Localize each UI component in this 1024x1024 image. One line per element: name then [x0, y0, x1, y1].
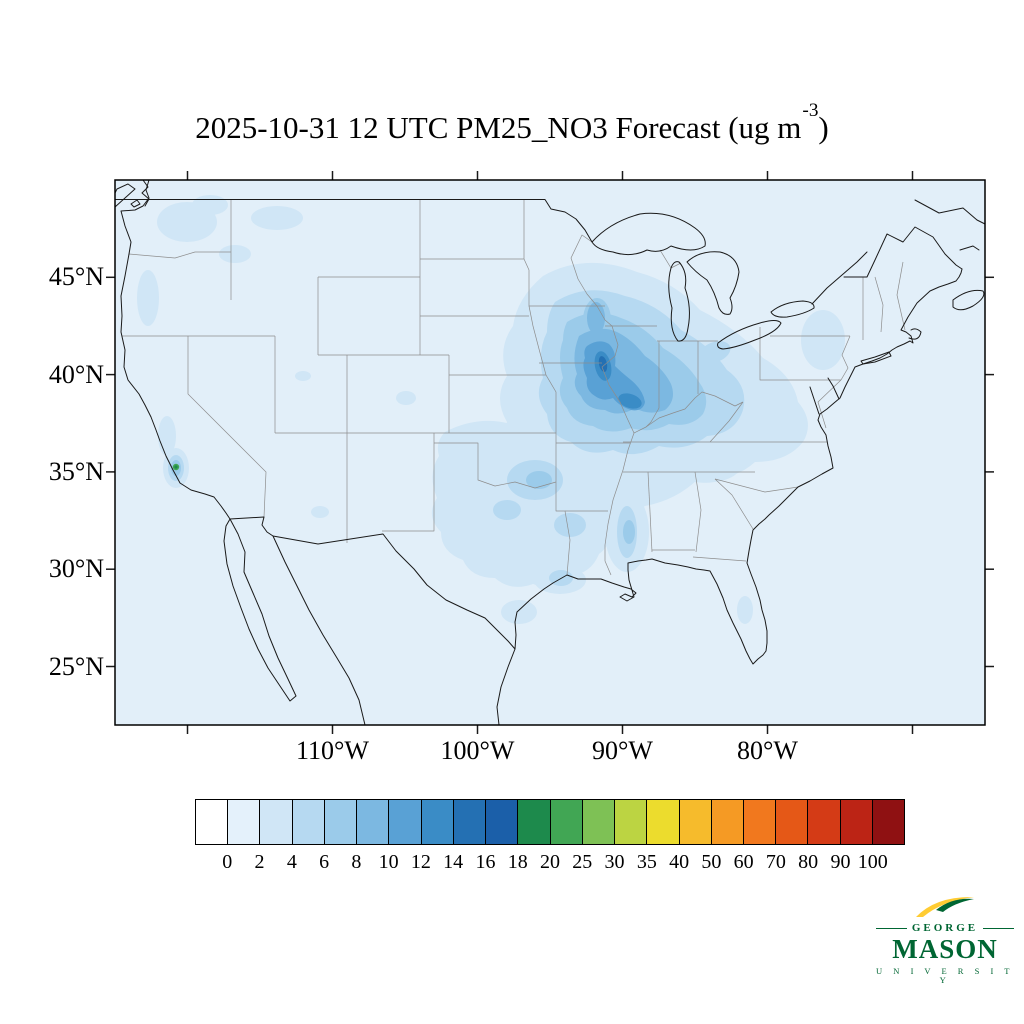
colorbar-tick-label: 10: [378, 851, 399, 873]
colorbar-cell: [518, 800, 551, 844]
colorbar-tick-label: 2: [254, 851, 265, 873]
colorbar-cell: [292, 800, 325, 844]
colorbar-tick-label: 4: [286, 851, 297, 873]
colorbar-cell: [776, 800, 809, 844]
plot-title: 2025-10-31 12 UTC PM25_NO3 Forecast (ug …: [0, 100, 1024, 146]
lon-axis-label: 110°W: [296, 736, 369, 765]
colorbar-cell: [615, 800, 648, 844]
gmu-logo-george-row: GEORGE: [876, 922, 1015, 934]
colorbar-tick-label: 14: [443, 851, 464, 873]
colorbar-cell: [196, 800, 229, 844]
colorbar-tick-label: 12: [410, 851, 431, 873]
colorbar-cell: [872, 800, 905, 844]
coastlines: [114, 179, 986, 726]
colorbar-tick-label: 16: [475, 851, 496, 873]
colorbar-cell: [840, 800, 873, 844]
map-frame: [114, 179, 986, 726]
colorbar-tick-label: 6: [319, 851, 330, 873]
colorbar-tick-label: 90: [830, 851, 851, 873]
plot-title-exponent: -3: [802, 100, 819, 122]
plot-title-close: ): [818, 110, 829, 145]
colorbar-cell: [679, 800, 712, 844]
california-hotspot: [172, 463, 180, 471]
lat-axis-label: 40°N: [48, 359, 104, 389]
lon-axis-label: 100°W: [440, 736, 515, 765]
colorbar: [195, 799, 905, 845]
colorbar-tick-label: 18: [507, 851, 528, 873]
colorbar-cell: [711, 800, 744, 844]
colorbar-cell: [453, 800, 487, 844]
colorbar-tick-label: 8: [351, 851, 362, 873]
lat-axis-label: 30°N: [48, 554, 104, 584]
colorbar-tick-label: 20: [540, 851, 560, 873]
forecast-map: [106, 171, 994, 734]
gmu-logo-university: U N I V E R S I T Y: [876, 966, 1014, 985]
colorbar-tick-label: 40: [669, 851, 690, 873]
state-borders: [122, 200, 906, 576]
colorbar-tick-label: 100: [857, 851, 888, 873]
logo-rule-left: [876, 928, 907, 929]
colorbar-cell: [324, 800, 358, 844]
colorbar-cell: [743, 800, 777, 844]
lon-axis-label: 90°W: [592, 736, 653, 765]
gmu-logo-mason: MASON: [892, 934, 998, 964]
colorbar-cell: [260, 800, 293, 844]
colorbar-cell: [550, 800, 583, 844]
colorbar-cell: [228, 800, 261, 844]
colorbar-cell: [389, 800, 422, 844]
lat-axis-label: 45°N: [48, 262, 104, 292]
logo-rule-right: [983, 928, 1015, 929]
gmu-logo-george: GEORGE: [911, 922, 979, 934]
gmu-swoosh-icon: [916, 896, 974, 917]
colorbar-tick-label: 70: [765, 851, 786, 873]
lon-axis-label: 80°W: [737, 736, 798, 765]
colorbar-cell: [421, 800, 454, 844]
colorbar-cell: [486, 800, 519, 844]
colorbar-tick-label: 30: [604, 851, 625, 873]
colorbar-tick-label: 50: [701, 851, 722, 873]
colorbar-cell: [647, 800, 680, 844]
colorbar-tick-label: 0: [222, 851, 233, 873]
colorbar-tick-label: 35: [636, 851, 657, 873]
colorbar-tick-label: 60: [733, 851, 754, 873]
pm25-shading-level-14: [598, 356, 608, 372]
colorbar-tick-label: 25: [572, 851, 593, 873]
colorbar-tick-labels: 0 2 4 6 8 10 12 14 16 18 20 25 30 35 40 50 60 70 80 90 100: [195, 851, 905, 879]
gmu-logo: GEORGE MASON U N I V E R S I T Y: [876, 894, 1015, 985]
colorbar-cell: [808, 800, 841, 844]
plot-title-text: 2025-10-31 12 UTC PM25_NO3 Forecast (ug …: [195, 110, 802, 145]
colorbar-cell: [357, 800, 390, 844]
lat-axis-label: 25°N: [48, 651, 104, 681]
colorbar-cell: [582, 800, 616, 844]
colorbar-tick-label: 80: [798, 851, 819, 873]
axis-ticks: [106, 171, 994, 734]
lat-axis-label: 35°N: [48, 456, 104, 486]
